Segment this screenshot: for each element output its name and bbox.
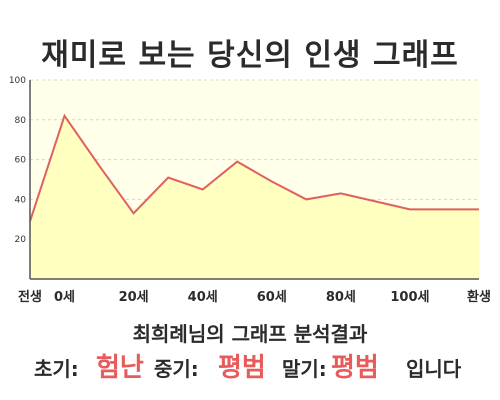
- x-tick-labels: 전생 0세 20세 40세 60세 80세 100세 환생: [18, 289, 491, 305]
- x-tick-label: 40세: [188, 290, 218, 305]
- result-subtitle: 최희례님의 그래프 분석결과: [132, 322, 368, 346]
- x-tick-label: 60세: [257, 290, 287, 305]
- y-tick-labels: 20 40 60 80 100: [9, 76, 26, 245]
- y-tick-label: 60: [15, 156, 27, 166]
- x-tick-label: 20세: [119, 290, 149, 305]
- x-tick-label: 환생: [467, 289, 491, 305]
- y-tick-label: 40: [15, 195, 27, 205]
- early-label: 초기:: [34, 357, 79, 381]
- y-tick-label: 100: [9, 76, 26, 86]
- late-label: 말기:: [282, 357, 327, 381]
- mid-label: 중기:: [154, 357, 199, 381]
- result-line: 초기: 험난 중기: 평범 말기: 평범 입니다: [0, 345, 500, 383]
- x-tick-label: 80세: [326, 290, 356, 305]
- x-tick-label: 100세: [390, 290, 429, 305]
- life-line: [29, 113, 479, 222]
- late-value: 평범: [331, 353, 379, 383]
- chart-title: 재미로 보는 당신의 인생 그래프: [41, 38, 459, 73]
- result-ending: 입니다: [406, 357, 462, 381]
- x-tick-label: 전생: [18, 289, 42, 305]
- life-area: [30, 115, 479, 279]
- x-tick-label: 0세: [54, 290, 75, 305]
- y-tick-label: 20: [15, 235, 27, 245]
- life-chart: 20 40 60 80 100 전생 0세 20세 40세 60세 80세 100세 환생: [9, 76, 491, 305]
- early-value: 험난: [96, 353, 144, 383]
- y-tick-label: 80: [15, 116, 27, 126]
- mid-value: 평범: [218, 353, 266, 383]
